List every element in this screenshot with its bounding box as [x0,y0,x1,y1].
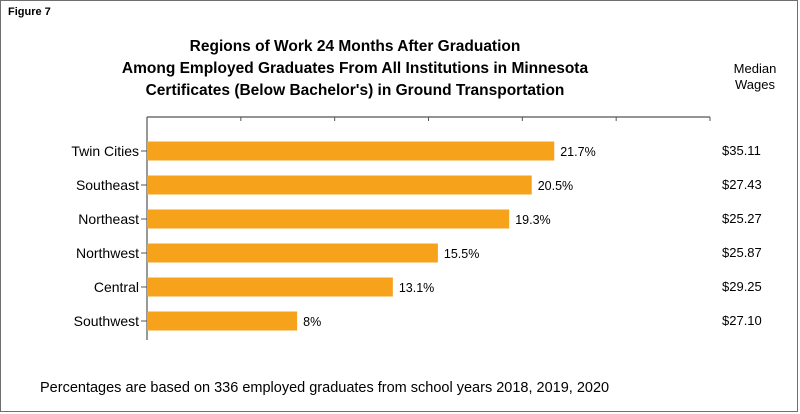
median-wage-value: $35.11 [722,143,761,158]
median-wage-value: $29.25 [722,279,762,294]
bar [147,209,510,229]
chart-title-line-3: Certificates (Below Bachelor's) in Groun… [145,82,565,99]
data-label: 15.5% [444,247,479,261]
footnote: Percentages are based on 336 employed gr… [40,380,610,396]
median-wage-value: $27.10 [722,313,762,328]
category-label: Southwest [74,313,139,329]
median-wages-header-line-1: Median [733,61,777,76]
category-label: Twin Cities [71,143,139,159]
median-wages-header: Median Wages [722,61,788,93]
data-label: 19.3% [515,213,550,227]
chart-title-line-1: Regions of Work 24 Months After Graduati… [189,38,521,55]
data-label: 13.1% [399,281,434,295]
category-label: Central [94,279,139,295]
chart-title-line-2: Among Employed Graduates From All Instit… [121,60,589,77]
median-wages-header-line-2: Wages [735,77,775,92]
median-wage-value: $25.27 [722,211,762,226]
category-label: Northwest [76,245,139,261]
bar [147,141,555,161]
category-label: Northeast [78,211,139,227]
median-wage-value: $25.87 [722,245,762,260]
bar [147,277,393,297]
median-wage-value: $27.43 [722,177,762,192]
data-label: 8% [303,315,321,329]
figure-label: Figure 7 [8,6,51,18]
bar [147,175,532,195]
bar [147,311,298,331]
bar [147,243,438,263]
data-label: 21.7% [560,145,595,159]
data-label: 20.5% [538,179,573,193]
category-label: Southeast [76,177,139,193]
